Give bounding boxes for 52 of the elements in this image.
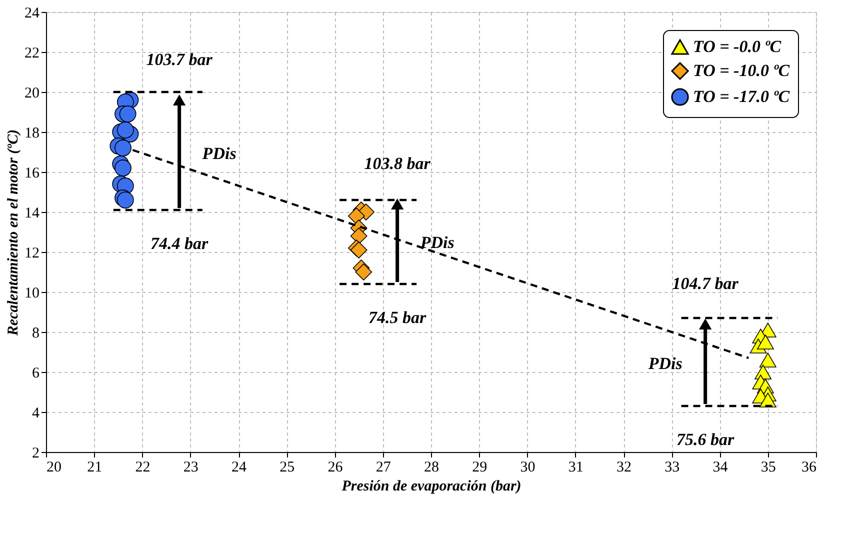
annotation: 103.8 bar bbox=[364, 154, 431, 173]
point bbox=[119, 106, 136, 122]
point bbox=[759, 352, 776, 368]
annotation: 104.7 bar bbox=[672, 274, 739, 293]
y-tick-label: 2 bbox=[32, 446, 40, 462]
x-tick-label: 26 bbox=[328, 460, 344, 476]
annotation: PDis bbox=[201, 144, 237, 163]
annotation: 103.7 bar bbox=[146, 50, 213, 69]
x-tick-label: 21 bbox=[87, 460, 102, 476]
x-tick-label: 28 bbox=[424, 460, 439, 476]
legend-label: TO = -10.0 ºC bbox=[693, 61, 790, 80]
point bbox=[116, 122, 134, 138]
y-tick-label: 6 bbox=[32, 366, 40, 382]
y-tick-label: 14 bbox=[24, 206, 40, 222]
annotation: PDis bbox=[647, 354, 683, 373]
x-tick-label: 22 bbox=[135, 460, 150, 476]
legend-label: TO = -0.0 ºC bbox=[693, 37, 782, 56]
point bbox=[114, 160, 132, 176]
y-tick-label: 20 bbox=[24, 86, 40, 102]
annotation: PDis bbox=[419, 233, 455, 252]
x-tick-label: 20 bbox=[46, 460, 62, 476]
y-tick-label: 18 bbox=[24, 126, 40, 142]
x-tick-label: 29 bbox=[472, 460, 488, 476]
x-tick-label: 33 bbox=[664, 460, 680, 476]
point bbox=[114, 140, 132, 156]
annotation: 74.5 bar bbox=[368, 308, 426, 327]
x-tick-label: 30 bbox=[520, 460, 536, 476]
x-tick-label: 35 bbox=[760, 460, 776, 476]
y-axis-title: Recalentamiento en el motor (ºC) bbox=[6, 129, 22, 337]
y-tick-label: 16 bbox=[24, 166, 40, 182]
x-tick-label: 25 bbox=[280, 460, 295, 476]
y-tick-label: 24 bbox=[24, 6, 40, 22]
point bbox=[350, 228, 368, 244]
x-tick-label: 24 bbox=[232, 460, 247, 476]
x-tick-label: 27 bbox=[376, 460, 392, 476]
x-tick-label: 23 bbox=[183, 460, 198, 476]
point bbox=[348, 208, 365, 224]
x-tick-label: 32 bbox=[616, 460, 632, 476]
legend-label: TO = -17.0 ºC bbox=[693, 87, 790, 106]
x-tick-label: 34 bbox=[712, 460, 728, 476]
y-tick-label: 4 bbox=[32, 406, 40, 422]
point bbox=[757, 334, 774, 350]
x-tick-label: 36 bbox=[802, 460, 817, 476]
x-axis-title: Presión de evaporación (bar) bbox=[342, 478, 522, 494]
annotation: 75.6 bar bbox=[676, 430, 734, 449]
annotation: 74.4 bar bbox=[150, 234, 208, 253]
point bbox=[355, 264, 372, 280]
x-tick-label: 31 bbox=[568, 460, 584, 476]
y-tick-label: 8 bbox=[32, 326, 40, 342]
y-tick-label: 22 bbox=[24, 46, 40, 62]
y-tick-label: 10 bbox=[24, 286, 40, 302]
y-tick-label: 12 bbox=[24, 246, 40, 262]
